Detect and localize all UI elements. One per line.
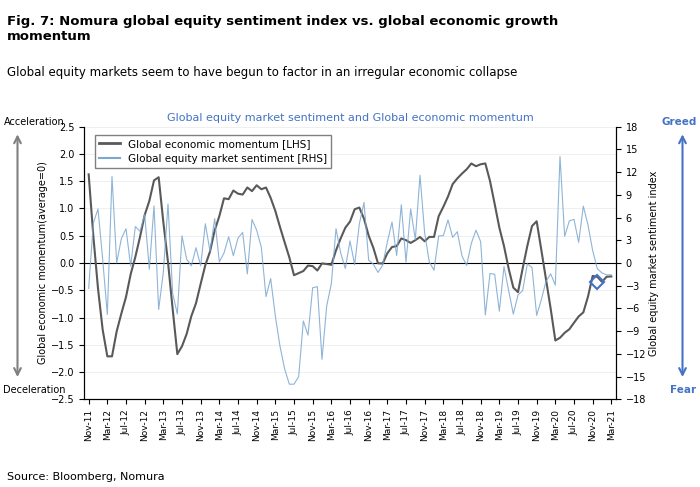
Y-axis label: Global economic momentum(average=0): Global economic momentum(average=0) [38,162,48,364]
Legend: Global economic momentum [LHS], Global equity market sentiment [RHS]: Global economic momentum [LHS], Global e… [94,134,331,168]
Text: Deceleration: Deceleration [4,385,66,395]
Text: Acceleration: Acceleration [4,116,64,127]
Title: Global equity market sentiment and Global economic momentum: Global equity market sentiment and Globa… [167,113,533,123]
Text: Source: Bloomberg, Nomura: Source: Bloomberg, Nomura [7,472,164,482]
Text: Global equity markets seem to have begun to factor in an irregular economic coll: Global equity markets seem to have begun… [7,66,517,79]
Y-axis label: Global equity market sentiment index: Global equity market sentiment index [649,170,659,356]
Text: Fear: Fear [671,385,696,395]
Text: Greed: Greed [661,116,696,127]
Text: Fig. 7: Nomura global equity sentiment index vs. global economic growth
momentum: Fig. 7: Nomura global equity sentiment i… [7,15,559,42]
